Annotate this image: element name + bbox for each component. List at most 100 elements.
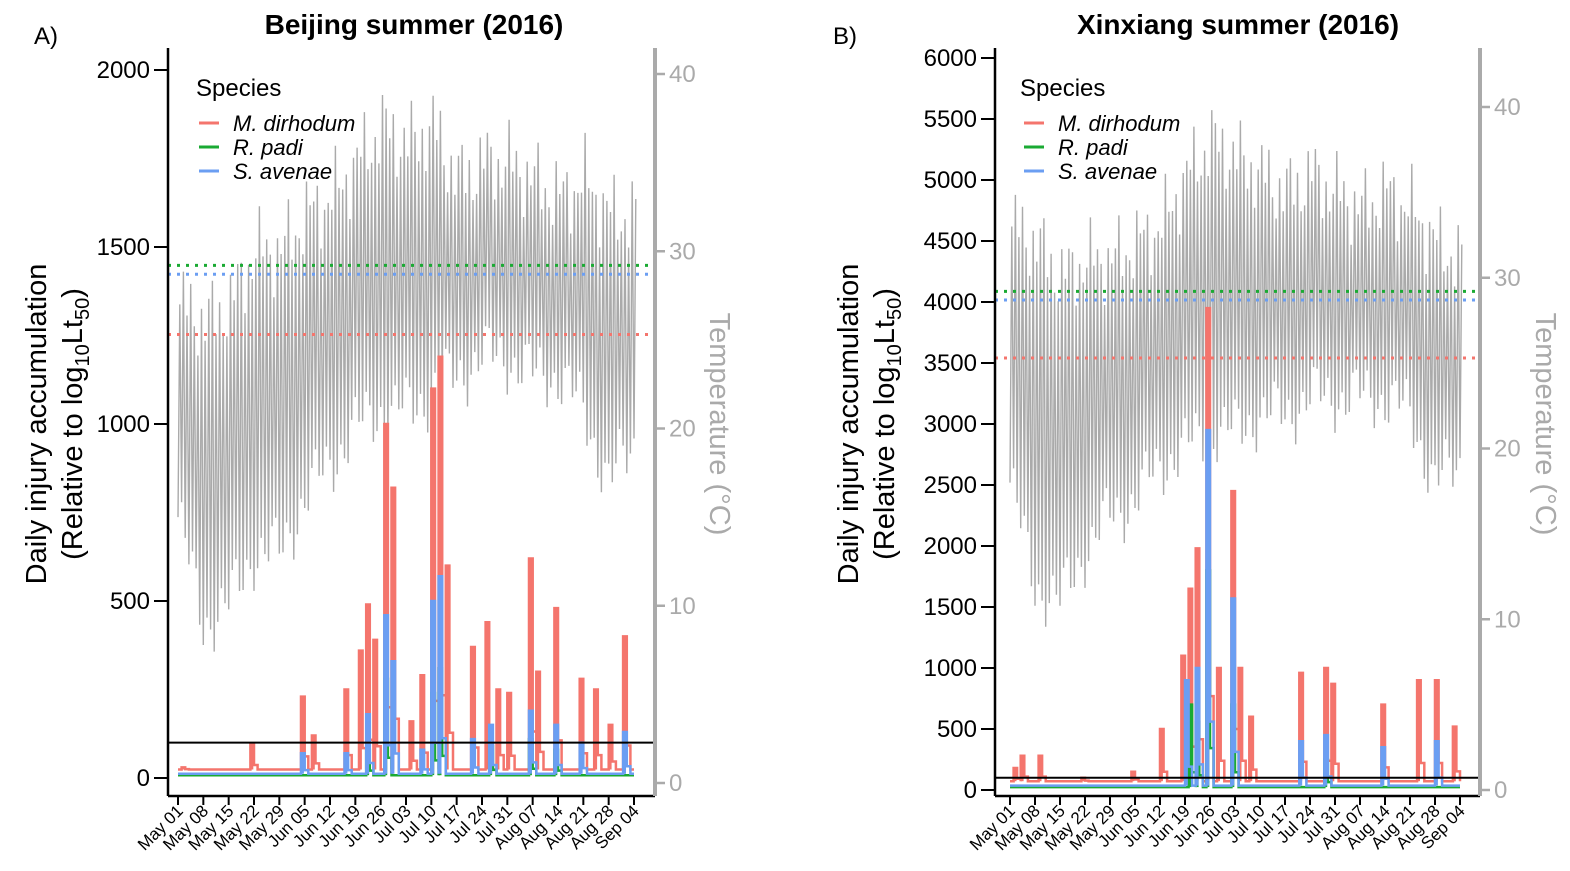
panel-a: A) Beijing summer (2016) 050010001500200… bbox=[21, 9, 735, 854]
series-peak-m-dirhodum bbox=[250, 744, 254, 770]
panel-b: B) Xinxiang summer (2016) 0 500 1000 1500 20… bbox=[833, 9, 1561, 854]
panel-a-ylabel-line1: Daily injury accumulation bbox=[21, 264, 53, 585]
panel-b-legend-label-s-avenae: S. avenae bbox=[1058, 159, 1157, 184]
series-peak-s-avenae bbox=[1206, 430, 1210, 786]
series-peak-m-dirhodum bbox=[1324, 668, 1328, 782]
series-peak-m-dirhodum bbox=[1038, 755, 1042, 782]
series-peak-m-dirhodum bbox=[485, 622, 489, 770]
series-peak-m-dirhodum bbox=[594, 689, 598, 770]
y2-tick-label: 40 bbox=[1494, 94, 1521, 121]
series-peak-s-avenae bbox=[554, 724, 558, 774]
y-tick-label: 2000 bbox=[97, 57, 150, 84]
y-tick-label: 3000 bbox=[924, 411, 977, 438]
series-peak-s-avenae bbox=[301, 753, 304, 774]
series-peak-s-avenae bbox=[366, 714, 370, 774]
series-peak-m-dirhodum bbox=[554, 608, 558, 770]
panel-a-legend: Species M. dirhodum R. padi S. avenae bbox=[196, 75, 355, 184]
series-peak-m-dirhodum bbox=[438, 356, 442, 770]
y-tick-label: 1000 bbox=[97, 411, 150, 438]
y-tick-label: 2000 bbox=[924, 533, 977, 560]
series-peak-m-dirhodum bbox=[1299, 672, 1303, 782]
y2-tick-label: 30 bbox=[669, 238, 696, 265]
y-tick-label: 5000 bbox=[924, 167, 977, 194]
series-peak-m-dirhodum bbox=[311, 735, 315, 770]
y2-tick-label: 0 bbox=[1494, 777, 1507, 804]
series-peak-s-avenae bbox=[1299, 741, 1303, 786]
series-peak-s-avenae bbox=[431, 601, 435, 774]
series-peak-m-dirhodum bbox=[1417, 680, 1420, 782]
y2-tick-label: 10 bbox=[669, 593, 696, 620]
y-tick-label: 6000 bbox=[924, 45, 977, 72]
series-peak-m-dirhodum bbox=[1013, 768, 1017, 782]
temperature-line bbox=[1009, 110, 1463, 627]
y-tick-label: 4000 bbox=[924, 289, 977, 316]
y-tick-label: 1500 bbox=[97, 234, 150, 261]
series-peak-m-dirhodum bbox=[181, 767, 185, 770]
y2-tick-label: 40 bbox=[669, 61, 696, 88]
series-peak-s-avenae bbox=[1231, 598, 1235, 786]
y2-tick-label: 0 bbox=[669, 770, 682, 797]
series-peak-s-avenae bbox=[438, 576, 442, 774]
panel-b-ylabel-line2: (Relative to log10Lt50) bbox=[869, 288, 906, 560]
y-tick-label: 1000 bbox=[924, 655, 977, 682]
panel-b-title: Xinxiang summer (2016) bbox=[1077, 9, 1399, 40]
panel-b-legend-label-m-dirhodum: M. dirhodum bbox=[1058, 111, 1180, 136]
series-peak-m-dirhodum bbox=[359, 650, 362, 770]
series-peak-m-dirhodum bbox=[1435, 680, 1438, 782]
panel-b-legend-label-r-padi: R. padi bbox=[1058, 135, 1129, 160]
y2-tick-label: 30 bbox=[1494, 265, 1521, 292]
series-peak-m-dirhodum bbox=[1160, 729, 1163, 782]
temperature-line bbox=[177, 94, 637, 652]
series-peak-s-avenae bbox=[420, 749, 424, 774]
panel-b-label: B) bbox=[833, 23, 857, 50]
series-peak-s-avenae bbox=[579, 742, 583, 774]
series-peak-m-dirhodum bbox=[1131, 771, 1135, 782]
series-peak-m-dirhodum bbox=[366, 604, 370, 770]
panel-b-ylabel-line1: Daily injury accumulation bbox=[833, 264, 865, 585]
y-tick-label: 0 bbox=[137, 765, 150, 792]
series-peak-m-dirhodum bbox=[623, 636, 626, 770]
series-peak-m-dirhodum bbox=[536, 671, 540, 770]
series-peak-m-dirhodum bbox=[344, 689, 348, 770]
panel-b-ylabel-right: Temperature (°C) bbox=[1529, 313, 1561, 536]
y-tick-label: 4500 bbox=[924, 228, 977, 255]
series-peak-r-padi bbox=[1188, 704, 1192, 788]
y-tick-label: 5500 bbox=[924, 106, 977, 133]
panel-b-left-ticks: 0 500 1000 1500 2000 2500 3000 3500 4000 4500 5000… bbox=[924, 45, 995, 804]
y2-tick-label: 20 bbox=[669, 416, 696, 443]
series-peak-m-dirhodum bbox=[431, 388, 435, 770]
series-peak-m-dirhodum bbox=[1452, 726, 1456, 782]
series-peak-m-dirhodum bbox=[409, 721, 413, 770]
panel-a-right-ticks: 0 10 20 30 40 bbox=[655, 61, 696, 797]
series-peak-s-avenae bbox=[1435, 741, 1438, 786]
series-peak-s-avenae bbox=[1185, 680, 1188, 786]
series-peak-m-dirhodum bbox=[1181, 655, 1185, 782]
series-peak-m-dirhodum bbox=[1020, 755, 1024, 782]
series-peak-m-dirhodum bbox=[1381, 704, 1385, 782]
series-peak-s-avenae bbox=[623, 732, 626, 774]
y-tick-label: 1500 bbox=[924, 594, 977, 621]
series-peak-m-dirhodum bbox=[301, 696, 304, 770]
panel-b-legend-title: Species bbox=[1020, 75, 1105, 102]
panel-a-legend-title: Species bbox=[196, 75, 281, 102]
panel-a-left-ticks: 0 500 1000 1500 2000 bbox=[97, 57, 168, 792]
series-peak-m-dirhodum bbox=[507, 693, 511, 770]
panel-a-label: A) bbox=[34, 23, 58, 50]
series-peak-m-dirhodum bbox=[391, 487, 395, 770]
series-peak-m-dirhodum bbox=[496, 689, 500, 770]
panel-a-ylabel-line2: (Relative to log10Lt50) bbox=[57, 288, 94, 560]
panel-b-data-layer bbox=[995, 110, 1480, 789]
y-tick-label: 0 bbox=[964, 777, 977, 804]
series-peak-s-avenae bbox=[489, 724, 493, 774]
series-peak-s-avenae bbox=[1195, 668, 1199, 786]
series-peak-s-avenae bbox=[1381, 747, 1385, 786]
series-peak-m-dirhodum bbox=[1217, 668, 1220, 782]
series-peak-m-dirhodum bbox=[1195, 548, 1199, 782]
y2-tick-label: 10 bbox=[1494, 606, 1521, 633]
series-peak-s-avenae bbox=[384, 615, 388, 774]
y-tick-label: 500 bbox=[110, 588, 150, 615]
series-line-r-padi bbox=[178, 667, 634, 777]
